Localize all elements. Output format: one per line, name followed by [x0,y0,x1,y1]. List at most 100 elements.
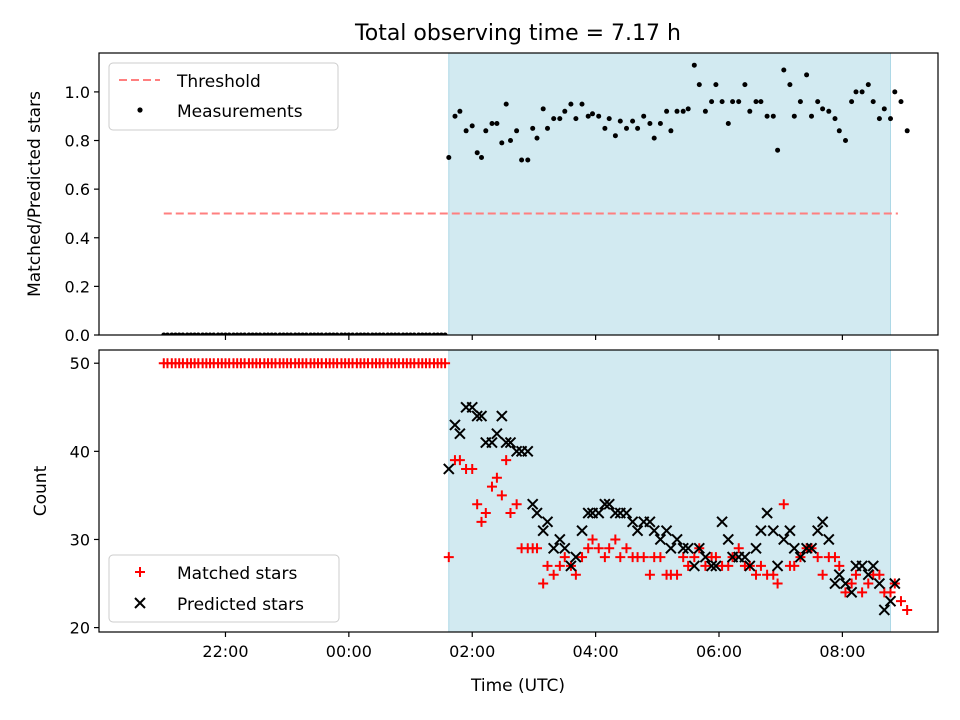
predicted-star-point [739,551,751,563]
predicted-star-point [722,533,734,546]
predicted-star-point [665,542,677,554]
measurement-point [832,116,838,122]
predicted-star-point [744,560,756,572]
matched-star-point [472,499,483,510]
measurement-point [338,332,344,335]
predicted-star-point [531,507,543,519]
measurement-point [207,332,213,335]
measurement-point [898,99,904,105]
measurement-point [211,332,217,335]
predicted-star-point [603,498,615,510]
matched-stars-points [158,358,913,615]
predicted-star-point [873,577,886,590]
matched-star-point [840,587,851,598]
predicted-star-point [677,542,689,554]
measurement-point [494,121,500,126]
matched-star-point [476,516,487,527]
legend-threshold-label: Threshold [176,72,261,92]
predicted-star-point [565,560,577,572]
measurement-points [161,62,910,335]
measurement-point [334,332,340,335]
matched-star-point [593,543,604,554]
predicted-star-point [554,533,566,546]
bottom-shaded-span [448,349,891,633]
measurement-point [904,128,910,134]
measurement-point [319,332,325,335]
measurement-point [534,135,540,141]
predicted-star-point [491,428,503,440]
bottom-legend-box [108,554,340,623]
measurement-point [284,332,290,335]
measurement-point [200,332,206,335]
measurement-point [303,332,309,335]
measurement-point [489,121,495,126]
matched-star-point [604,543,615,554]
measurement-point [292,332,298,335]
measurement-point [775,147,781,153]
matched-star-point [751,569,762,580]
measurement-point [791,113,797,119]
predicted-star-point [811,524,824,537]
bottom-y-axis-label: Count [31,465,51,516]
measurement-point [573,116,579,122]
measurement-point [427,332,433,335]
measurement-point [519,157,525,163]
measurement-point [431,332,437,335]
predicted-star-point [500,436,512,449]
predicted-star-point [816,516,829,528]
chart-title: Total observing time = 7.17 h [354,21,681,46]
matched-star-point [443,552,454,563]
measurement-point [770,113,776,119]
measurement-point [797,99,803,105]
measurement-point [764,113,770,119]
measurement-point [545,125,550,131]
measurement-point [691,62,697,68]
predicted-star-point [466,401,478,413]
measurement-point [223,332,228,335]
matched-star-point [583,543,594,554]
measurement-point [479,155,484,160]
predicted-star-point [705,560,718,572]
predicted-star-point [878,604,891,616]
measurement-point [551,116,557,122]
predicted-star-point [454,428,466,440]
matched-star-point [454,455,465,466]
measurement-point [203,332,209,335]
measurement-point [354,332,360,335]
measurement-point [242,332,248,335]
measurement-point [238,332,244,335]
matched-star-point [829,552,840,563]
legend-measurements-label: Measurements [177,102,303,122]
predicted-star-point [626,516,639,528]
measurement-point [226,332,232,335]
measurement-point [664,108,670,114]
matched-star-point [850,569,861,580]
measurement-point [184,332,190,335]
measurement-point [758,99,764,105]
measurement-point [590,111,595,117]
top-x-ticks [224,335,843,340]
measurement-point [624,125,629,131]
predicted-star-point [761,507,773,519]
measurement-point [327,332,333,335]
measurement-point [416,332,422,335]
measurement-point [277,332,283,335]
matched-star-point [621,543,632,554]
matched-star-point [846,578,857,589]
measurement-point [161,332,167,335]
measurement-point [843,138,848,143]
x-tick-label: 00:00 [326,642,372,661]
measurement-point [463,128,469,134]
predicted-star-point [592,507,605,519]
predicted-star-point [609,507,622,519]
measurement-point [836,128,842,134]
predicted-star-point [537,524,549,537]
matched-star-point [610,534,621,545]
y-tick-label: 1.0 [65,83,90,102]
matched-star-point [755,560,766,571]
matched-star-point [817,569,828,580]
measurement-point [702,108,708,114]
matched-star-point [440,358,451,369]
